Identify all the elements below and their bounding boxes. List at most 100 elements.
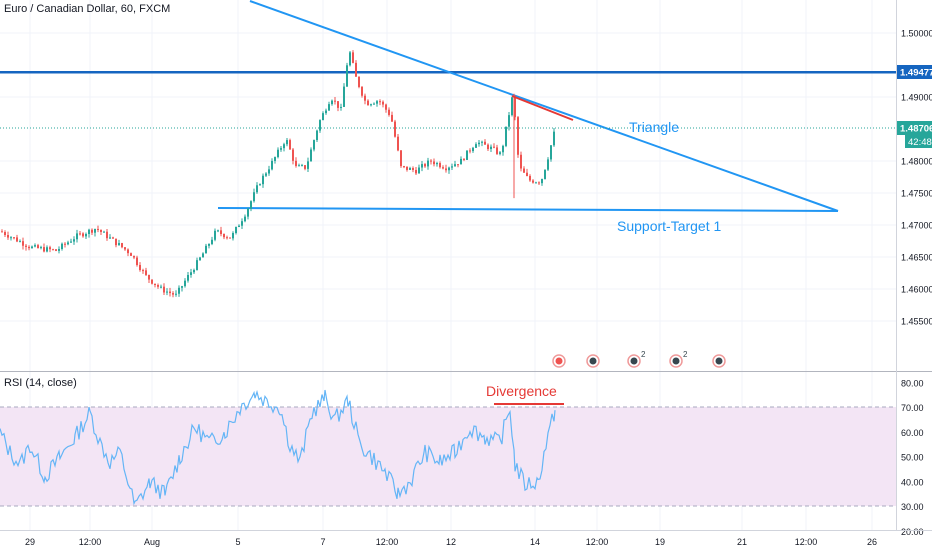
candle[interactable]	[34, 243, 36, 248]
candle[interactable]	[406, 166, 408, 172]
candle[interactable]	[124, 246, 126, 251]
candle[interactable]	[28, 245, 30, 251]
candle[interactable]	[235, 226, 237, 235]
candle[interactable]	[52, 248, 54, 251]
candle[interactable]	[109, 234, 111, 240]
candle[interactable]	[472, 146, 474, 153]
candle[interactable]	[148, 274, 150, 283]
candle[interactable]	[277, 147, 279, 159]
candle[interactable]	[58, 246, 60, 254]
triangle-upper-trendline[interactable]	[249, 0, 839, 212]
candle[interactable]	[520, 151, 522, 172]
candle[interactable]	[469, 148, 471, 154]
candle[interactable]	[397, 134, 399, 152]
candle[interactable]	[331, 99, 333, 106]
candle[interactable]	[142, 268, 144, 274]
support-line[interactable]	[217, 207, 839, 212]
candle[interactable]	[49, 245, 51, 253]
candle[interactable]	[340, 103, 342, 111]
candle[interactable]	[73, 236, 75, 245]
candle[interactable]	[394, 119, 396, 138]
candle[interactable]	[25, 244, 27, 251]
candle[interactable]	[151, 279, 153, 285]
candle[interactable]	[187, 271, 189, 283]
candle[interactable]	[532, 179, 534, 184]
candle[interactable]	[184, 278, 186, 288]
candle[interactable]	[541, 178, 543, 186]
candle[interactable]	[241, 218, 243, 230]
candle[interactable]	[1, 229, 3, 233]
candle[interactable]	[448, 166, 450, 174]
candle[interactable]	[121, 242, 123, 249]
candle[interactable]	[82, 232, 84, 238]
event-marker[interactable]: 2	[627, 350, 646, 368]
candle[interactable]	[364, 93, 366, 105]
candle[interactable]	[103, 230, 105, 233]
candle[interactable]	[283, 142, 285, 152]
candle[interactable]	[115, 238, 117, 248]
candle[interactable]	[256, 182, 258, 194]
candle[interactable]	[436, 161, 438, 167]
candle[interactable]	[295, 157, 297, 168]
candle[interactable]	[322, 111, 324, 121]
candle[interactable]	[145, 267, 147, 276]
candle[interactable]	[292, 148, 294, 165]
candle[interactable]	[61, 242, 63, 251]
candle[interactable]	[418, 164, 420, 174]
candle[interactable]	[442, 165, 444, 170]
candle[interactable]	[259, 183, 261, 186]
candle[interactable]	[70, 238, 72, 243]
candle[interactable]	[238, 224, 240, 228]
candle[interactable]	[298, 163, 300, 167]
candle[interactable]	[130, 252, 132, 256]
candle[interactable]	[37, 243, 39, 249]
candle[interactable]	[370, 103, 372, 107]
candle[interactable]	[286, 138, 288, 147]
candle[interactable]	[136, 255, 138, 267]
candle[interactable]	[217, 229, 219, 233]
candle[interactable]	[157, 283, 159, 289]
candle[interactable]	[250, 200, 252, 212]
candle[interactable]	[424, 162, 426, 168]
candle[interactable]	[319, 119, 321, 133]
candle[interactable]	[274, 156, 276, 164]
candle[interactable]	[16, 234, 18, 243]
event-marker[interactable]	[552, 354, 566, 368]
candle[interactable]	[97, 225, 99, 233]
candle[interactable]	[193, 268, 195, 275]
rsi-scale[interactable]: 80.00 70.00 60.00 50.00 40.00 30.00 20.00	[901, 379, 924, 537]
candle[interactable]	[535, 181, 537, 184]
candle[interactable]	[307, 157, 309, 173]
candle[interactable]	[325, 108, 327, 115]
candle[interactable]	[289, 138, 291, 150]
candle[interactable]	[496, 144, 498, 156]
candle[interactable]	[112, 236, 114, 239]
candle[interactable]	[67, 240, 69, 246]
candle[interactable]	[88, 228, 90, 238]
candle[interactable]	[553, 127, 555, 147]
candle[interactable]	[190, 268, 192, 278]
candle[interactable]	[175, 290, 177, 297]
candle[interactable]	[421, 161, 423, 172]
candle[interactable]	[529, 174, 531, 182]
candle[interactable]	[334, 96, 336, 105]
candle[interactable]	[427, 157, 429, 170]
candle[interactable]	[19, 239, 21, 243]
candle[interactable]	[445, 164, 447, 173]
candle[interactable]	[499, 150, 501, 156]
candle[interactable]	[199, 256, 201, 261]
candle[interactable]	[547, 157, 549, 171]
candle[interactable]	[310, 147, 312, 162]
candle[interactable]	[349, 50, 351, 67]
candle[interactable]	[388, 107, 390, 117]
candle[interactable]	[163, 283, 165, 296]
candle[interactable]	[409, 166, 411, 171]
candle[interactable]	[412, 166, 414, 173]
candle[interactable]	[316, 129, 318, 143]
candle[interactable]	[205, 243, 207, 254]
candle[interactable]	[373, 102, 375, 105]
candle[interactable]	[208, 243, 210, 249]
candle[interactable]	[457, 164, 459, 168]
